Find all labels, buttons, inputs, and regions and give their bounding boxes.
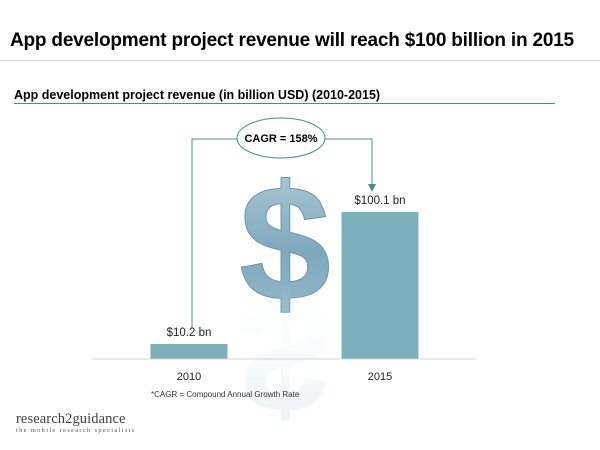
cagr-label: CAGR = 158% — [244, 133, 317, 145]
cagr-bubble — [236, 117, 326, 159]
cagr-connector-line — [191, 138, 372, 328]
x-tick-label-2010: 2010 — [177, 371, 201, 383]
logo-name: research2guidance — [16, 411, 126, 427]
x-tick-label-2015: 2015 — [368, 371, 392, 383]
chart-title: App development project revenue (in bill… — [14, 88, 381, 102]
bar-2015 — [341, 211, 419, 359]
chart-title-underline — [14, 103, 555, 104]
bar-2010 — [150, 344, 228, 359]
company-logo: research2guidance the mobile research sp… — [16, 411, 136, 434]
dollar-reflection-icon: $ — [239, 263, 331, 447]
value-label-2010: $10.2 bn — [167, 327, 212, 339]
page-title: App development project revenue will rea… — [10, 30, 574, 51]
header-divider — [0, 60, 600, 61]
dollar-watermark-icon: $ — [239, 151, 331, 335]
logo-tagline: the mobile research specialists — [16, 427, 136, 434]
cagr-footnote: *CAGR = Compound Annual Growth Rate — [151, 390, 300, 399]
value-label-2015: $100.1 bn — [354, 195, 405, 207]
